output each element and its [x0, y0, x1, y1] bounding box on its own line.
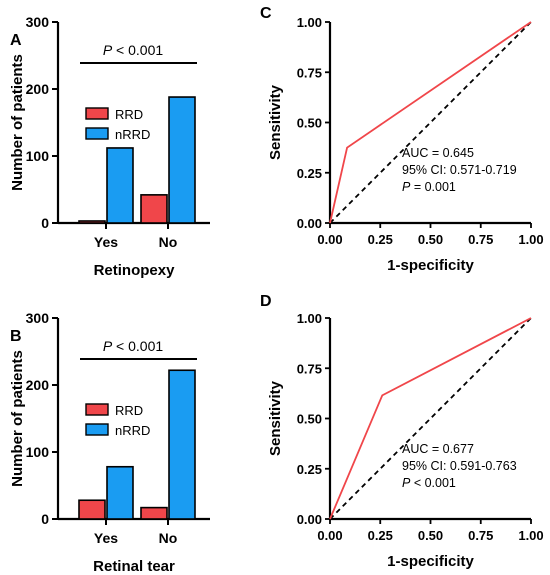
stats-p-line: P = 0.001: [402, 180, 456, 194]
stats-p-value: = 0.001: [410, 180, 456, 194]
y-tick-label: 1.00: [297, 15, 322, 30]
legend-swatch-nrrd: [85, 127, 109, 140]
panel-letter-b: B: [10, 328, 22, 345]
bar-rrd-no: [140, 506, 168, 520]
bar-chart-a: 0 100 200 300 Yes No P < 0.001 RRD nRRD Retinopex…: [9, 14, 210, 279]
x-axis-title: 1-specificity: [387, 257, 474, 274]
y-tick-label: 300: [26, 14, 50, 30]
stats-line: AUC = 0.677: [402, 442, 474, 456]
p-annotation-value: < 0.001: [112, 42, 163, 58]
x-tick-label: No: [159, 530, 178, 546]
x-axis-title: Retinal tear: [93, 558, 175, 575]
p-annotation-p: P: [103, 42, 113, 58]
y-tick-label: 300: [26, 310, 50, 326]
x-tick-label: 1.00: [518, 232, 543, 247]
x-tick-label: 1.00: [518, 528, 543, 543]
y-axis-title: Number of patients: [9, 350, 26, 487]
x-tick-label: 0.50: [418, 528, 443, 543]
legend-label-nrrd: nRRD: [115, 423, 150, 438]
y-tick-label: 0: [41, 511, 49, 527]
x-tick-label: 0.50: [418, 232, 443, 247]
y-tick-label: 0.75: [297, 65, 322, 80]
stats-p-label: P: [402, 180, 411, 194]
legend-swatch-nrrd: [85, 423, 109, 436]
stats-p-value: < 0.001: [410, 476, 456, 490]
y-tick-label: 100: [26, 444, 50, 460]
p-annotation: P < 0.001: [103, 338, 164, 354]
x-tick-label: 0.00: [317, 528, 342, 543]
x-tick-label: 0.75: [468, 528, 493, 543]
legend-swatch-rrd: [85, 107, 109, 120]
y-tick-label: 0.50: [297, 116, 322, 131]
stats-line: AUC = 0.645: [402, 146, 474, 160]
bar-rrd-yes: [78, 220, 106, 224]
y-axis-title: Number of patients: [9, 54, 26, 191]
roc-curve: [329, 21, 532, 224]
y-tick-label: 0.25: [297, 462, 322, 477]
roc-curve: [329, 317, 532, 520]
y-axis-title: Sensitivity: [267, 84, 284, 160]
bar-rrd-yes: [78, 499, 106, 520]
y-tick-label: 0.75: [297, 361, 322, 376]
bar-nrrd-no: [168, 96, 196, 224]
x-tick-label: 0.75: [468, 232, 493, 247]
x-tick-label: 0.25: [368, 528, 393, 543]
y-tick-label: 0.50: [297, 412, 322, 427]
y-tick-label: 0.25: [297, 166, 322, 181]
p-annotation-p: P: [103, 338, 113, 354]
stats-p-label: P: [402, 476, 411, 490]
bar-rrd-no: [140, 194, 168, 224]
x-axis-title: Retinopexy: [94, 262, 176, 279]
roc-chart-d: 0.000.00 0.25 0.25 0.50 0.50 0.75 0.75 1.00 1.00…: [267, 311, 544, 570]
y-tick-label: 0: [41, 215, 49, 231]
p-annotation: P < 0.001: [103, 42, 164, 58]
x-tick-label: 0.25: [368, 232, 393, 247]
legend-label-nrrd: nRRD: [115, 127, 150, 142]
panel-letter-a: A: [10, 32, 22, 49]
stats-p-line: P < 0.001: [402, 476, 456, 490]
bar-chart-b: 0 100 200 300 Yes No P < 0.001 RRD nRRD Retinal t…: [9, 310, 210, 575]
panel-letter-c: C: [260, 5, 272, 22]
x-tick-label: No: [159, 234, 178, 250]
y-tick-label: 200: [26, 377, 50, 393]
p-annotation-value: < 0.001: [112, 338, 163, 354]
bar-nrrd-no: [168, 369, 196, 520]
x-tick-label: 0.00: [317, 232, 342, 247]
legend-swatch-rrd: [85, 403, 109, 416]
y-tick-label: 200: [26, 81, 50, 97]
x-tick-label: Yes: [94, 234, 118, 250]
reference-line: [329, 317, 532, 520]
reference-line: [329, 21, 532, 224]
stats-line: 95% CI: 0.591-0.763: [402, 459, 517, 473]
y-tick-label: 0.00: [297, 216, 322, 231]
x-tick-label: Yes: [94, 530, 118, 546]
roc-chart-c: 0.000.00 0.25 0.25 0.50 0.50 0.75 0.75 1.00 1.00…: [267, 15, 544, 274]
y-tick-label: 0.00: [297, 512, 322, 527]
panel-letter-d: D: [260, 293, 272, 310]
bar-nrrd-yes: [106, 147, 134, 224]
stats-line: 95% CI: 0.571-0.719: [402, 163, 517, 177]
x-axis-title: 1-specificity: [387, 553, 474, 570]
legend-label-rrd: RRD: [115, 403, 143, 418]
bar-nrrd-yes: [106, 465, 134, 520]
legend-label-rrd: RRD: [115, 107, 143, 122]
y-axis-title: Sensitivity: [267, 380, 284, 456]
y-tick-label: 1.00: [297, 311, 322, 326]
y-tick-label: 100: [26, 148, 50, 164]
